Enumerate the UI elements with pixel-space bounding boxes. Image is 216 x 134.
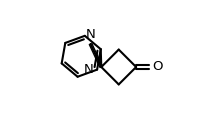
Text: N: N — [84, 63, 94, 76]
Text: N: N — [86, 28, 95, 41]
Text: O: O — [152, 60, 163, 74]
